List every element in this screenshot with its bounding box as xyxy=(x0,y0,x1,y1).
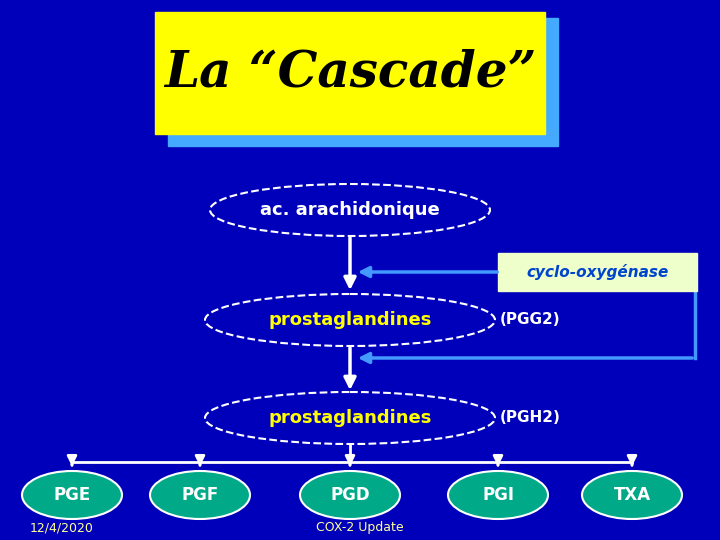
Ellipse shape xyxy=(582,471,682,519)
Ellipse shape xyxy=(210,184,490,236)
Ellipse shape xyxy=(205,294,495,346)
Text: ac. arachidonique: ac. arachidonique xyxy=(260,201,440,219)
FancyBboxPatch shape xyxy=(498,253,697,291)
Ellipse shape xyxy=(150,471,250,519)
Text: PGF: PGF xyxy=(181,486,219,504)
Text: prostaglandines: prostaglandines xyxy=(269,311,432,329)
Text: (PGH2): (PGH2) xyxy=(500,410,561,426)
Text: PGE: PGE xyxy=(53,486,91,504)
Text: La “Cascade”: La “Cascade” xyxy=(164,49,536,98)
Ellipse shape xyxy=(205,392,495,444)
Text: PGI: PGI xyxy=(482,486,514,504)
Text: TXA: TXA xyxy=(613,486,651,504)
Text: 12/4/2020: 12/4/2020 xyxy=(30,522,94,535)
Text: prostaglandines: prostaglandines xyxy=(269,409,432,427)
Ellipse shape xyxy=(300,471,400,519)
FancyBboxPatch shape xyxy=(168,18,558,146)
Text: PGD: PGD xyxy=(330,486,370,504)
Ellipse shape xyxy=(22,471,122,519)
Text: COX-2 Update: COX-2 Update xyxy=(316,522,404,535)
Text: cyclo-oxygénase: cyclo-oxygénase xyxy=(526,264,669,280)
Text: (PGG2): (PGG2) xyxy=(500,313,561,327)
FancyBboxPatch shape xyxy=(155,12,545,134)
Ellipse shape xyxy=(448,471,548,519)
